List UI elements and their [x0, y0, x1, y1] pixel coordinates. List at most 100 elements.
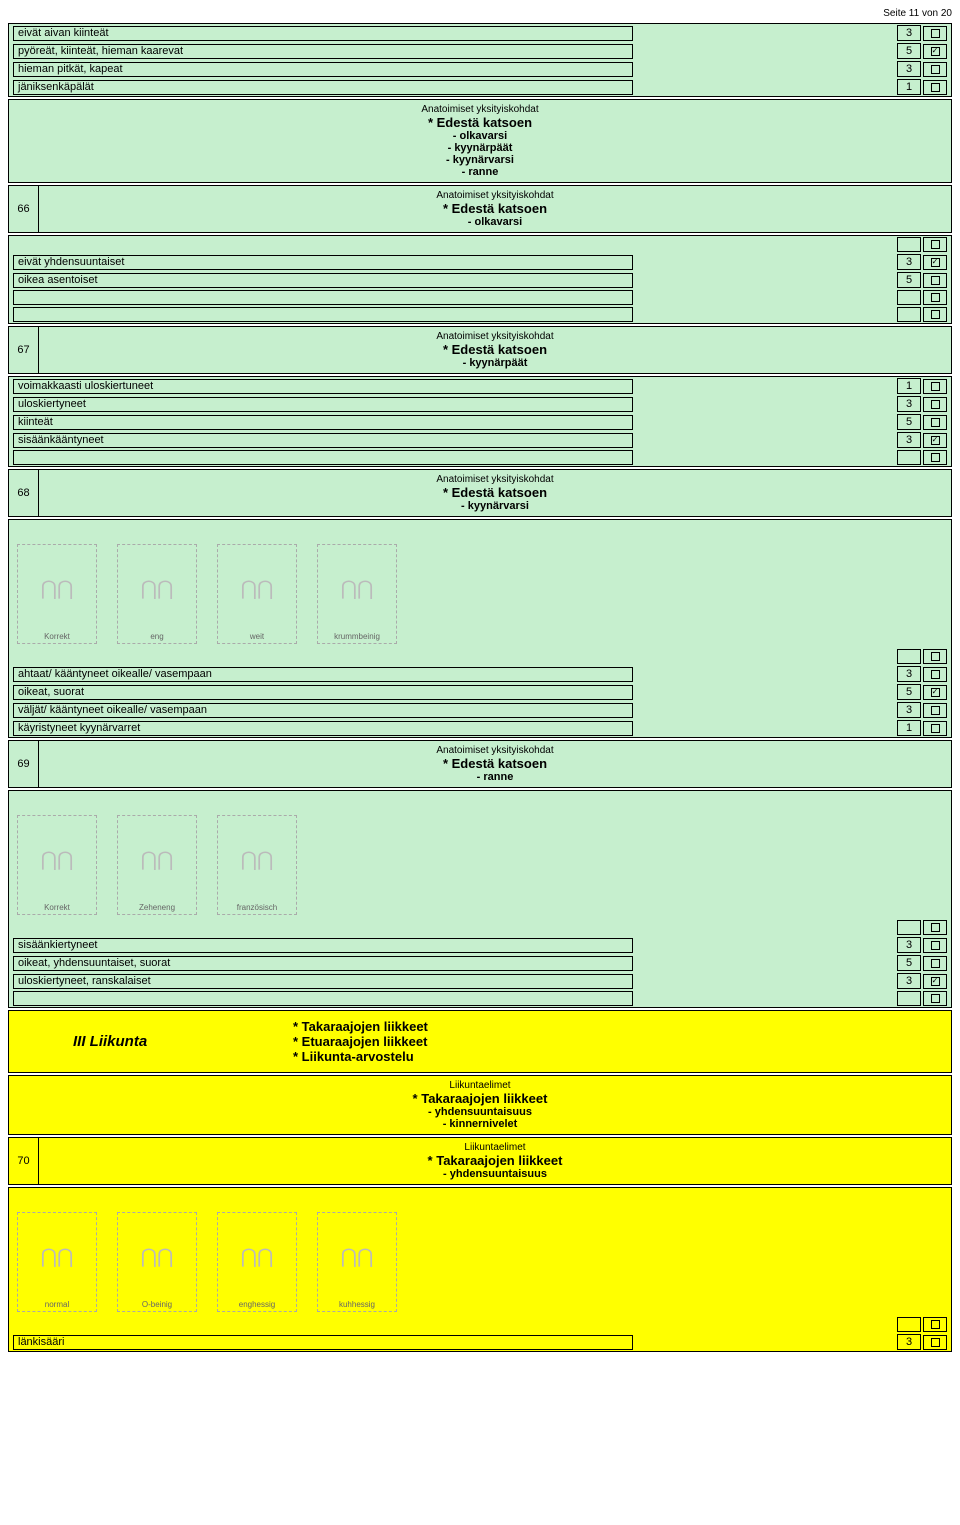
section-70-header: 70 Liikuntaelimet * Takaraajojen liikkee…: [8, 1137, 952, 1185]
option-checkbox[interactable]: [923, 397, 947, 412]
section-number: 69: [9, 741, 39, 787]
option-checkbox[interactable]: [923, 721, 947, 736]
section-69-sub: - ranne: [47, 771, 943, 783]
option-checkbox[interactable]: [923, 26, 947, 41]
section-68-sub: - kyynärvarsi: [47, 500, 943, 512]
anatomy-illustration: ⋂⋂Zeheneng: [117, 815, 197, 915]
liikunta-title: III Liikunta: [73, 1033, 147, 1050]
illustration-caption: krummbeinig: [334, 632, 380, 641]
option-score: 3: [897, 1334, 921, 1350]
empty-checkbox[interactable]: [923, 1317, 947, 1332]
section-68-images: ⋂⋂Korrekt⋂⋂eng⋂⋂weit⋂⋂krummbeinig: [17, 524, 943, 644]
liikunta-detail-sub: - kinnernivelet: [17, 1118, 943, 1130]
illustration-caption: normal: [45, 1300, 69, 1309]
option-checkbox[interactable]: ✓: [923, 685, 947, 700]
option-checkbox[interactable]: [923, 379, 947, 394]
empty-checkbox[interactable]: [923, 649, 947, 664]
option-label: kiinteät: [13, 415, 633, 430]
section-a-pretitle: Anatoimiset yksityiskohdat: [17, 104, 943, 115]
empty-checkbox[interactable]: [923, 991, 947, 1006]
illustration-caption: Korrekt: [44, 632, 70, 641]
section-69-images: ⋂⋂Korrekt⋂⋂Zeheneng⋂⋂französisch: [17, 795, 943, 915]
option-checkbox[interactable]: [923, 956, 947, 971]
option-score: 3: [897, 666, 921, 682]
option-label: oikea asentoiset: [13, 273, 633, 288]
empty-label: [13, 991, 633, 1006]
top-options-block: eivät aivan kiinteät 3 pyöreät, kiinteät, …: [8, 23, 952, 97]
option-label: oikeat, yhdensuuntaiset, suorat: [13, 956, 633, 971]
option-label: sisäänkiertyneet: [13, 938, 633, 953]
section-66-sub: - olkavarsi: [47, 216, 943, 228]
option-checkbox[interactable]: [923, 938, 947, 953]
empty-score: [897, 450, 921, 465]
option-score: 5: [897, 272, 921, 288]
option-label: voimakkaasti uloskiertuneet: [13, 379, 633, 394]
section-number: 66: [9, 186, 39, 232]
option-score: 3: [897, 396, 921, 412]
section-70-sub: - yhdensuuntaisuus: [47, 1168, 943, 1180]
page-number: Seite 11 von 20: [8, 8, 952, 19]
option-score: 5: [897, 955, 921, 971]
option-checkbox[interactable]: [923, 1335, 947, 1350]
empty-checkbox[interactable]: [923, 307, 947, 322]
option-checkbox[interactable]: ✓: [923, 44, 947, 59]
section-number: 68: [9, 470, 39, 516]
section-70-images: ⋂⋂normal⋂⋂O-beinig⋂⋂enghessig⋂⋂kuhhessig: [17, 1192, 943, 1312]
illustration-caption: kuhhessig: [339, 1300, 375, 1309]
option-score: 3: [897, 702, 921, 718]
empty-checkbox[interactable]: [923, 920, 947, 935]
section-67-title: * Edestä katsoen: [47, 342, 943, 357]
section-67-header: 67 Anatoimiset yksityiskohdat * Edestä k…: [8, 326, 952, 374]
option-label: länkisääri: [13, 1335, 633, 1350]
section-a-title: * Edestä katsoen: [17, 115, 943, 130]
illustration-caption: eng: [150, 632, 163, 641]
illustration-caption: Zeheneng: [139, 903, 175, 912]
empty-label: [13, 307, 633, 322]
empty-label: [13, 450, 633, 465]
option-score: 3: [897, 432, 921, 448]
option-score: 3: [897, 254, 921, 270]
section-69-body: ⋂⋂Korrekt⋂⋂Zeheneng⋂⋂französisch sisäänk…: [8, 790, 952, 1008]
section-66-header: 66 Anatoimiset yksityiskohdat * Edestä k…: [8, 185, 952, 233]
section-68-header: 68 Anatoimiset yksityiskohdat * Edestä k…: [8, 469, 952, 517]
empty-checkbox[interactable]: [923, 450, 947, 465]
empty-score: [897, 237, 921, 252]
option-checkbox[interactable]: [923, 273, 947, 288]
option-score: 1: [897, 79, 921, 95]
option-label: eivät aivan kiinteät: [13, 26, 633, 41]
option-checkbox[interactable]: ✓: [923, 433, 947, 448]
option-label: hieman pitkät, kapeat: [13, 62, 633, 77]
section-69-pretitle: Anatoimiset yksityiskohdat: [47, 745, 943, 756]
section-69-title: * Edestä katsoen: [47, 756, 943, 771]
option-label: väljät/ kääntyneet oikealle/ vasempaan: [13, 703, 633, 718]
option-checkbox[interactable]: [923, 62, 947, 77]
option-label: sisäänkääntyneet: [13, 433, 633, 448]
empty-score: [897, 307, 921, 322]
empty-score: [897, 920, 921, 935]
section-67-pretitle: Anatoimiset yksityiskohdat: [47, 331, 943, 342]
section-66-options: eivät yhdensuuntaiset 3✓ oikea asentoiset 5: [8, 235, 952, 324]
section-68-pretitle: Anatoimiset yksityiskohdat: [47, 474, 943, 485]
anatomy-illustration: ⋂⋂O-beinig: [117, 1212, 197, 1312]
option-score: 3: [897, 61, 921, 77]
option-label: uloskiertyneet, ranskalaiset: [13, 974, 633, 989]
option-checkbox[interactable]: [923, 703, 947, 718]
section-66-pretitle: Anatoimiset yksityiskohdat: [47, 190, 943, 201]
liikunta-item: * Takaraajojen liikkeet: [293, 1019, 947, 1034]
anatomy-illustration: ⋂⋂kuhhessig: [317, 1212, 397, 1312]
option-score: 3: [897, 25, 921, 41]
option-checkbox[interactable]: ✓: [923, 255, 947, 270]
option-checkbox[interactable]: ✓: [923, 974, 947, 989]
option-label: pyöreät, kiinteät, hieman kaarevat: [13, 44, 633, 59]
illustration-caption: O-beinig: [142, 1300, 172, 1309]
option-label: eivät yhdensuuntaiset: [13, 255, 633, 270]
option-checkbox[interactable]: [923, 667, 947, 682]
section-68-body: ⋂⋂Korrekt⋂⋂eng⋂⋂weit⋂⋂krummbeinig ahtaat…: [8, 519, 952, 738]
empty-checkbox[interactable]: [923, 237, 947, 252]
empty-score: [897, 991, 921, 1006]
section-70-title: * Takaraajojen liikkeet: [47, 1153, 943, 1168]
empty-score: [897, 290, 921, 305]
empty-checkbox[interactable]: [923, 290, 947, 305]
option-checkbox[interactable]: [923, 80, 947, 95]
option-checkbox[interactable]: [923, 415, 947, 430]
